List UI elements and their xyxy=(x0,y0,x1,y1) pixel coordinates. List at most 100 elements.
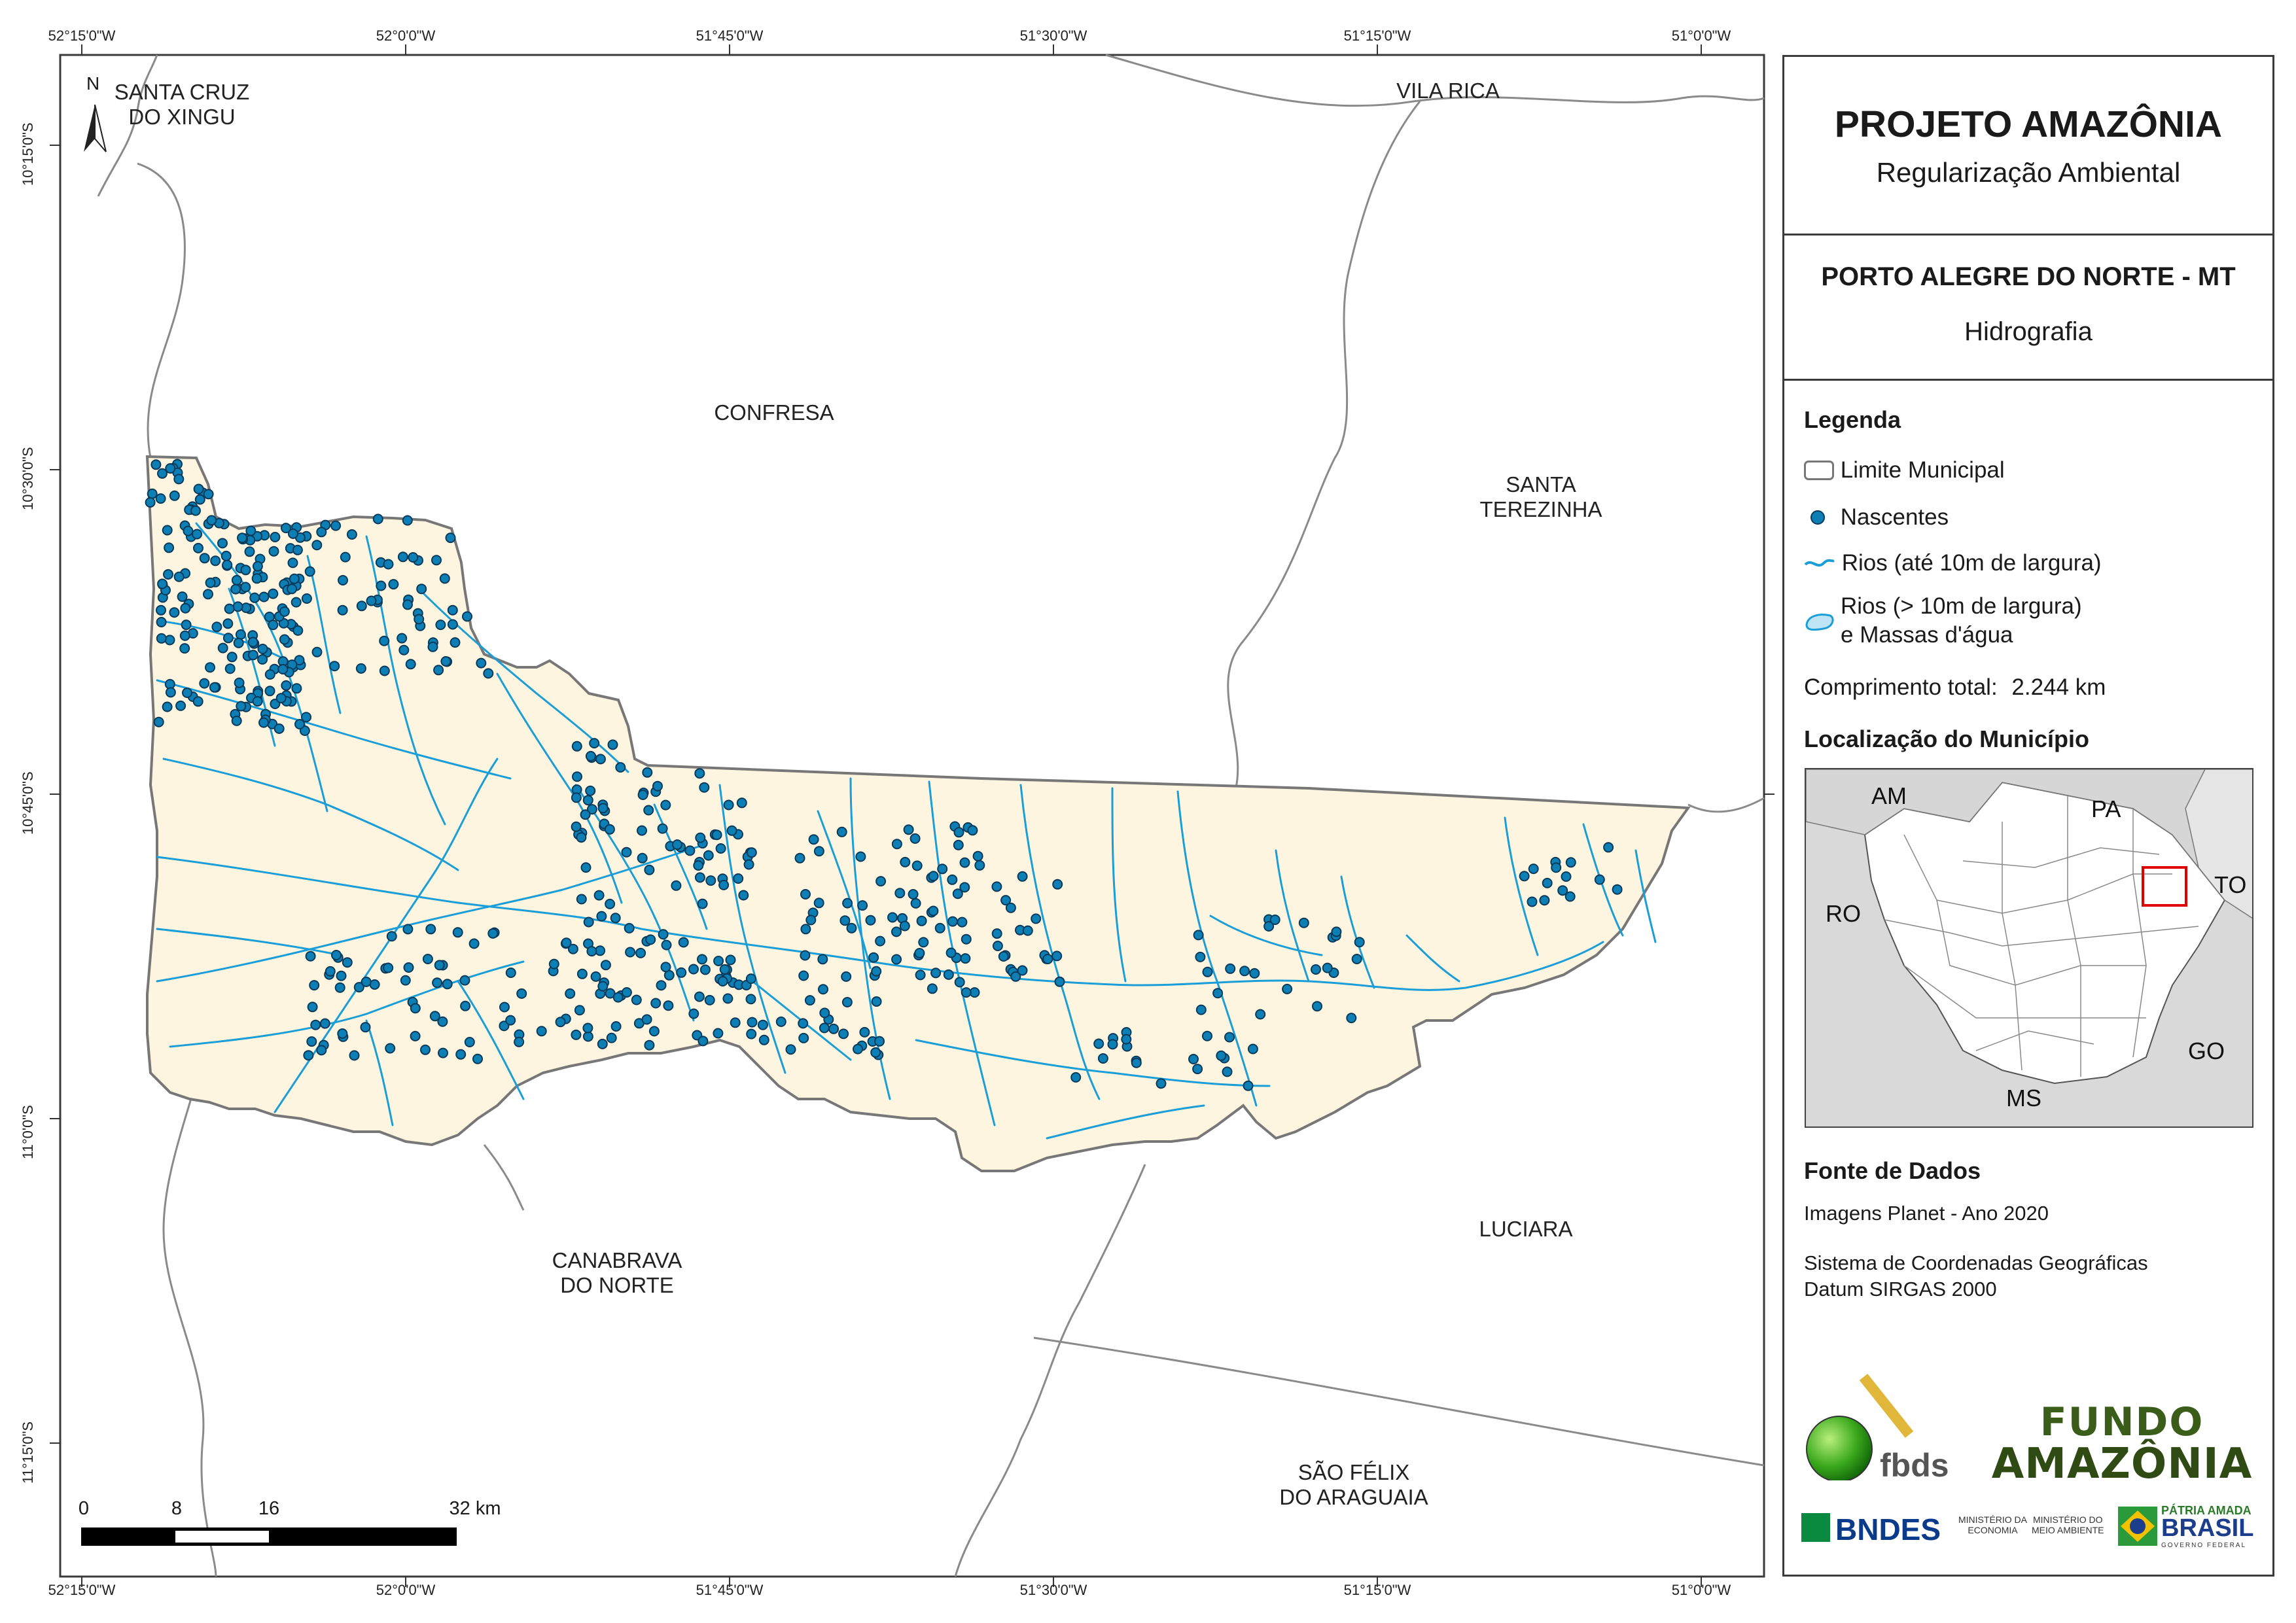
spring-point xyxy=(316,527,327,538)
spring-point xyxy=(397,633,408,644)
spring-point xyxy=(147,488,158,499)
patria-line1: PÁTRIA AMADA xyxy=(2161,1504,2252,1517)
spring-point xyxy=(337,604,348,616)
spring-point xyxy=(992,941,1003,951)
neighbor-label-luciara: LUCIARA xyxy=(1479,1217,1572,1242)
spring-point xyxy=(865,915,876,926)
legend-label: Rios (até 10m de largura) xyxy=(1841,550,2102,576)
spring-point xyxy=(846,922,857,934)
total-length: Comprimento total: 2.244 km xyxy=(1804,674,2106,701)
spring-point xyxy=(571,792,582,803)
spring-point xyxy=(434,960,445,971)
spring-point xyxy=(794,852,805,864)
neighbor-label-canabrava: CANABRAVA DO NORTE xyxy=(552,1248,682,1298)
legend-label: Rios (> 10m de largura) xyxy=(1841,593,2082,619)
spring-point xyxy=(697,898,708,909)
spring-point xyxy=(1070,1072,1082,1083)
spring-point xyxy=(217,642,228,654)
spring-point xyxy=(1312,1001,1322,1012)
spring-point xyxy=(338,575,348,585)
spring-point xyxy=(875,935,886,947)
spring-point xyxy=(808,834,819,845)
spring-point xyxy=(464,1037,475,1047)
spring-point xyxy=(745,994,756,1005)
spring-point xyxy=(580,809,591,820)
spring-point xyxy=(1565,857,1576,868)
spring-point xyxy=(930,968,942,979)
spring-point xyxy=(431,555,442,566)
spring-point xyxy=(775,1016,786,1027)
spring-point xyxy=(589,738,600,749)
spring-point xyxy=(236,701,247,712)
spring-point xyxy=(192,529,203,540)
source-line: Imagens Planet - Ano 2020 xyxy=(1804,1202,2049,1225)
spring-point xyxy=(571,741,582,752)
spring-point xyxy=(597,1038,608,1049)
spring-point xyxy=(1097,1053,1108,1064)
tick-label: 10°15'0"S xyxy=(20,122,36,186)
spring-point xyxy=(1255,1009,1266,1020)
source-line: Sistema de Coordenadas Geográficas xyxy=(1804,1251,2148,1274)
spring-point xyxy=(637,790,648,800)
spring-point xyxy=(838,1028,849,1039)
spring-point xyxy=(330,520,342,531)
water-body-icon xyxy=(1805,614,1834,631)
spring-point xyxy=(416,584,427,595)
spring-point xyxy=(414,614,425,625)
scale-label: 16 xyxy=(258,1498,280,1519)
grid-ticks xyxy=(50,44,1775,1587)
spring-point xyxy=(183,525,194,536)
spring-point xyxy=(1121,1034,1132,1045)
spring-point xyxy=(650,998,662,1009)
spring-point xyxy=(199,678,210,689)
spring-point xyxy=(319,1018,330,1029)
spring-point xyxy=(688,1008,699,1019)
tick-label: 51°45'0"W xyxy=(696,1582,764,1598)
spring-point xyxy=(911,860,923,871)
spring-point xyxy=(585,750,596,761)
spring-point xyxy=(217,538,228,549)
spring-point xyxy=(1202,966,1213,977)
spring-point xyxy=(425,924,436,935)
spring-point xyxy=(388,579,399,590)
spring-point xyxy=(224,663,236,674)
spring-point xyxy=(237,532,247,544)
spring-point xyxy=(571,1029,582,1040)
spring-point xyxy=(918,937,929,948)
spring-point xyxy=(1000,895,1012,906)
spring-point xyxy=(1561,871,1572,882)
spring-point xyxy=(952,888,963,899)
spring-point xyxy=(758,1034,769,1045)
spring-point xyxy=(307,1002,318,1013)
neighbor-label-santa-cruz: SANTA CRUZ DO XINGU xyxy=(115,80,250,130)
spring-point xyxy=(1212,988,1224,999)
spring-point xyxy=(871,996,882,1007)
spring-point xyxy=(222,559,233,570)
spring-point xyxy=(169,490,180,501)
spring-point xyxy=(657,823,668,834)
spring-point xyxy=(226,652,238,663)
spring-point xyxy=(576,968,588,979)
spring-point xyxy=(247,650,258,661)
spring-point xyxy=(231,574,242,585)
spring-point xyxy=(960,953,971,964)
spring-point xyxy=(452,927,463,938)
spring-point xyxy=(309,980,320,991)
spring-point xyxy=(1054,976,1065,987)
spring-point xyxy=(555,1017,566,1028)
spring-point xyxy=(398,644,410,655)
spring-point xyxy=(1249,968,1260,979)
tick-label: 52°15'0"W xyxy=(48,27,116,44)
spring-point xyxy=(287,528,298,539)
spring-point xyxy=(571,821,582,832)
spring-point xyxy=(855,851,866,862)
spring-point xyxy=(499,1002,510,1013)
spring-dot-icon xyxy=(1810,510,1825,525)
spring-point xyxy=(959,857,970,868)
spring-point xyxy=(281,680,292,691)
spring-point xyxy=(462,611,472,622)
spring-point xyxy=(422,954,433,964)
spring-point xyxy=(635,947,646,958)
spring-point xyxy=(631,994,642,1005)
legend-title: Legenda xyxy=(1804,406,1901,433)
